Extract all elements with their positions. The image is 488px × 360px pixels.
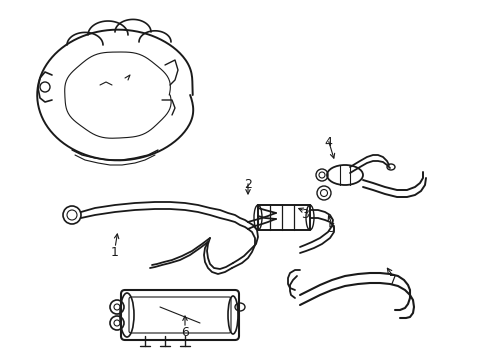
Text: 5: 5 xyxy=(327,221,335,234)
Text: 2: 2 xyxy=(244,179,251,192)
Text: 4: 4 xyxy=(324,136,331,149)
Text: 1: 1 xyxy=(111,246,119,258)
Text: 7: 7 xyxy=(388,274,396,287)
Text: 3: 3 xyxy=(301,208,308,221)
Text: 6: 6 xyxy=(181,325,188,338)
